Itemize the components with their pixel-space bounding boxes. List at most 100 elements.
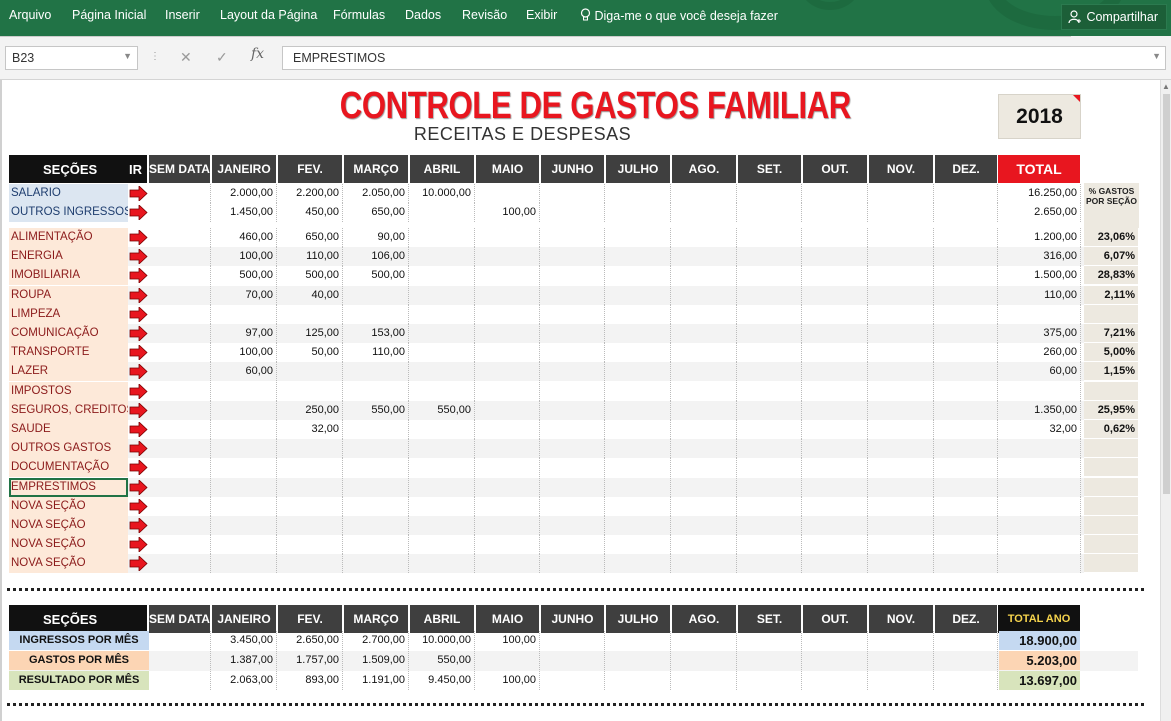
data-cell[interactable]	[606, 324, 671, 343]
data-cell[interactable]	[278, 496, 343, 516]
data-cell[interactable]	[869, 202, 934, 222]
data-cell[interactable]	[869, 184, 934, 203]
summary-cell[interactable]	[935, 651, 998, 670]
data-cell[interactable]	[344, 304, 409, 324]
data-cell[interactable]	[212, 420, 277, 439]
data-cell[interactable]	[869, 381, 934, 401]
data-cell[interactable]	[541, 202, 605, 222]
data-cell[interactable]: 1.450,00	[212, 202, 277, 222]
data-cell[interactable]	[410, 420, 475, 439]
data-cell[interactable]	[278, 439, 343, 459]
data-cell[interactable]	[149, 400, 211, 420]
tab-arquivo[interactable]: Arquivo	[9, 8, 52, 22]
data-cell[interactable]	[672, 516, 737, 535]
data-cell[interactable]	[476, 554, 540, 574]
data-cell[interactable]	[278, 304, 343, 324]
data-cell[interactable]	[476, 266, 540, 286]
data-cell[interactable]	[410, 439, 475, 459]
data-cell[interactable]	[672, 554, 737, 574]
goto-arrow-icon[interactable]	[129, 249, 148, 265]
summary-cell[interactable]: 1.191,00	[344, 671, 409, 690]
data-cell[interactable]	[935, 285, 998, 305]
data-cell[interactable]	[212, 535, 277, 555]
data-cell[interactable]	[738, 554, 802, 574]
total-cell[interactable]: 2.650,00	[998, 202, 1081, 222]
data-cell[interactable]	[869, 304, 934, 324]
data-cell[interactable]	[935, 535, 998, 555]
pct-cell[interactable]	[1084, 304, 1138, 324]
enter-icon[interactable]: ✓	[216, 49, 228, 65]
summary-cell[interactable]	[738, 651, 802, 670]
data-cell[interactable]	[738, 381, 802, 401]
total-cell[interactable]: 32,00	[998, 420, 1081, 439]
data-cell[interactable]: 2.000,00	[212, 184, 277, 203]
data-cell[interactable]	[869, 362, 934, 382]
chevron-down-icon[interactable]: ▼	[123, 51, 132, 61]
total-cell[interactable]	[998, 477, 1081, 497]
data-cell[interactable]: 500,00	[212, 266, 277, 286]
data-cell[interactable]	[541, 324, 605, 343]
data-cell[interactable]	[672, 266, 737, 286]
summary-cell[interactable]	[738, 671, 802, 690]
data-cell[interactable]	[476, 477, 540, 497]
data-cell[interactable]	[672, 285, 737, 305]
data-cell[interactable]	[869, 400, 934, 420]
data-cell[interactable]	[149, 439, 211, 459]
summary-cell[interactable]: 2.700,00	[344, 631, 409, 650]
data-cell[interactable]	[738, 285, 802, 305]
data-cell[interactable]	[344, 381, 409, 401]
goto-arrow-icon[interactable]	[129, 364, 148, 380]
goto-arrow-icon[interactable]	[129, 479, 148, 495]
section-label[interactable]: NOVA SEÇÃO	[9, 535, 128, 555]
data-cell[interactable]	[149, 458, 211, 478]
tab-pagina-inicial[interactable]: Página Inicial	[72, 8, 147, 22]
data-cell[interactable]	[476, 535, 540, 555]
data-cell[interactable]	[149, 184, 211, 203]
tab-dados[interactable]: Dados	[405, 8, 442, 22]
data-cell[interactable]	[738, 266, 802, 286]
data-cell[interactable]	[672, 381, 737, 401]
data-cell[interactable]	[935, 247, 998, 267]
data-cell[interactable]	[410, 554, 475, 574]
data-cell[interactable]: 100,00	[212, 247, 277, 267]
data-cell[interactable]	[476, 516, 540, 535]
data-cell[interactable]	[935, 439, 998, 459]
data-cell[interactable]	[738, 247, 802, 267]
section-label[interactable]: COMUNICAÇÃO	[9, 324, 128, 343]
data-cell[interactable]	[476, 458, 540, 478]
data-cell[interactable]	[344, 477, 409, 497]
section-label[interactable]: OUTROS INGRESSOS	[9, 202, 128, 222]
data-cell[interactable]	[410, 285, 475, 305]
pct-cell[interactable]	[1084, 516, 1138, 535]
data-cell[interactable]	[410, 324, 475, 343]
total-cell[interactable]: 110,00	[998, 285, 1081, 305]
summary-cell[interactable]	[935, 631, 998, 650]
data-cell[interactable]: 250,00	[278, 400, 343, 420]
data-cell[interactable]	[672, 343, 737, 363]
data-cell[interactable]	[869, 554, 934, 574]
section-label[interactable]: SAUDE	[9, 420, 128, 439]
goto-arrow-icon[interactable]	[129, 345, 148, 361]
data-cell[interactable]	[803, 554, 868, 574]
data-cell[interactable]	[541, 400, 605, 420]
data-cell[interactable]	[738, 420, 802, 439]
data-cell[interactable]: 2.200,00	[278, 184, 343, 203]
data-cell[interactable]	[476, 324, 540, 343]
data-cell[interactable]: 153,00	[344, 324, 409, 343]
data-cell[interactable]	[606, 381, 671, 401]
data-cell[interactable]	[738, 362, 802, 382]
summary-cell[interactable]: 9.450,00	[410, 671, 475, 690]
data-cell[interactable]: 60,00	[212, 362, 277, 382]
data-cell[interactable]	[541, 285, 605, 305]
data-cell[interactable]	[606, 304, 671, 324]
goto-arrow-icon[interactable]	[129, 460, 148, 476]
data-cell[interactable]	[672, 477, 737, 497]
data-cell[interactable]	[935, 516, 998, 535]
data-cell[interactable]	[672, 324, 737, 343]
summary-cell[interactable]	[869, 651, 934, 670]
data-cell[interactable]	[803, 516, 868, 535]
data-cell[interactable]: 70,00	[212, 285, 277, 305]
section-label[interactable]: NOVA SEÇÃO	[9, 554, 128, 574]
data-cell[interactable]	[869, 477, 934, 497]
data-cell[interactable]	[738, 458, 802, 478]
